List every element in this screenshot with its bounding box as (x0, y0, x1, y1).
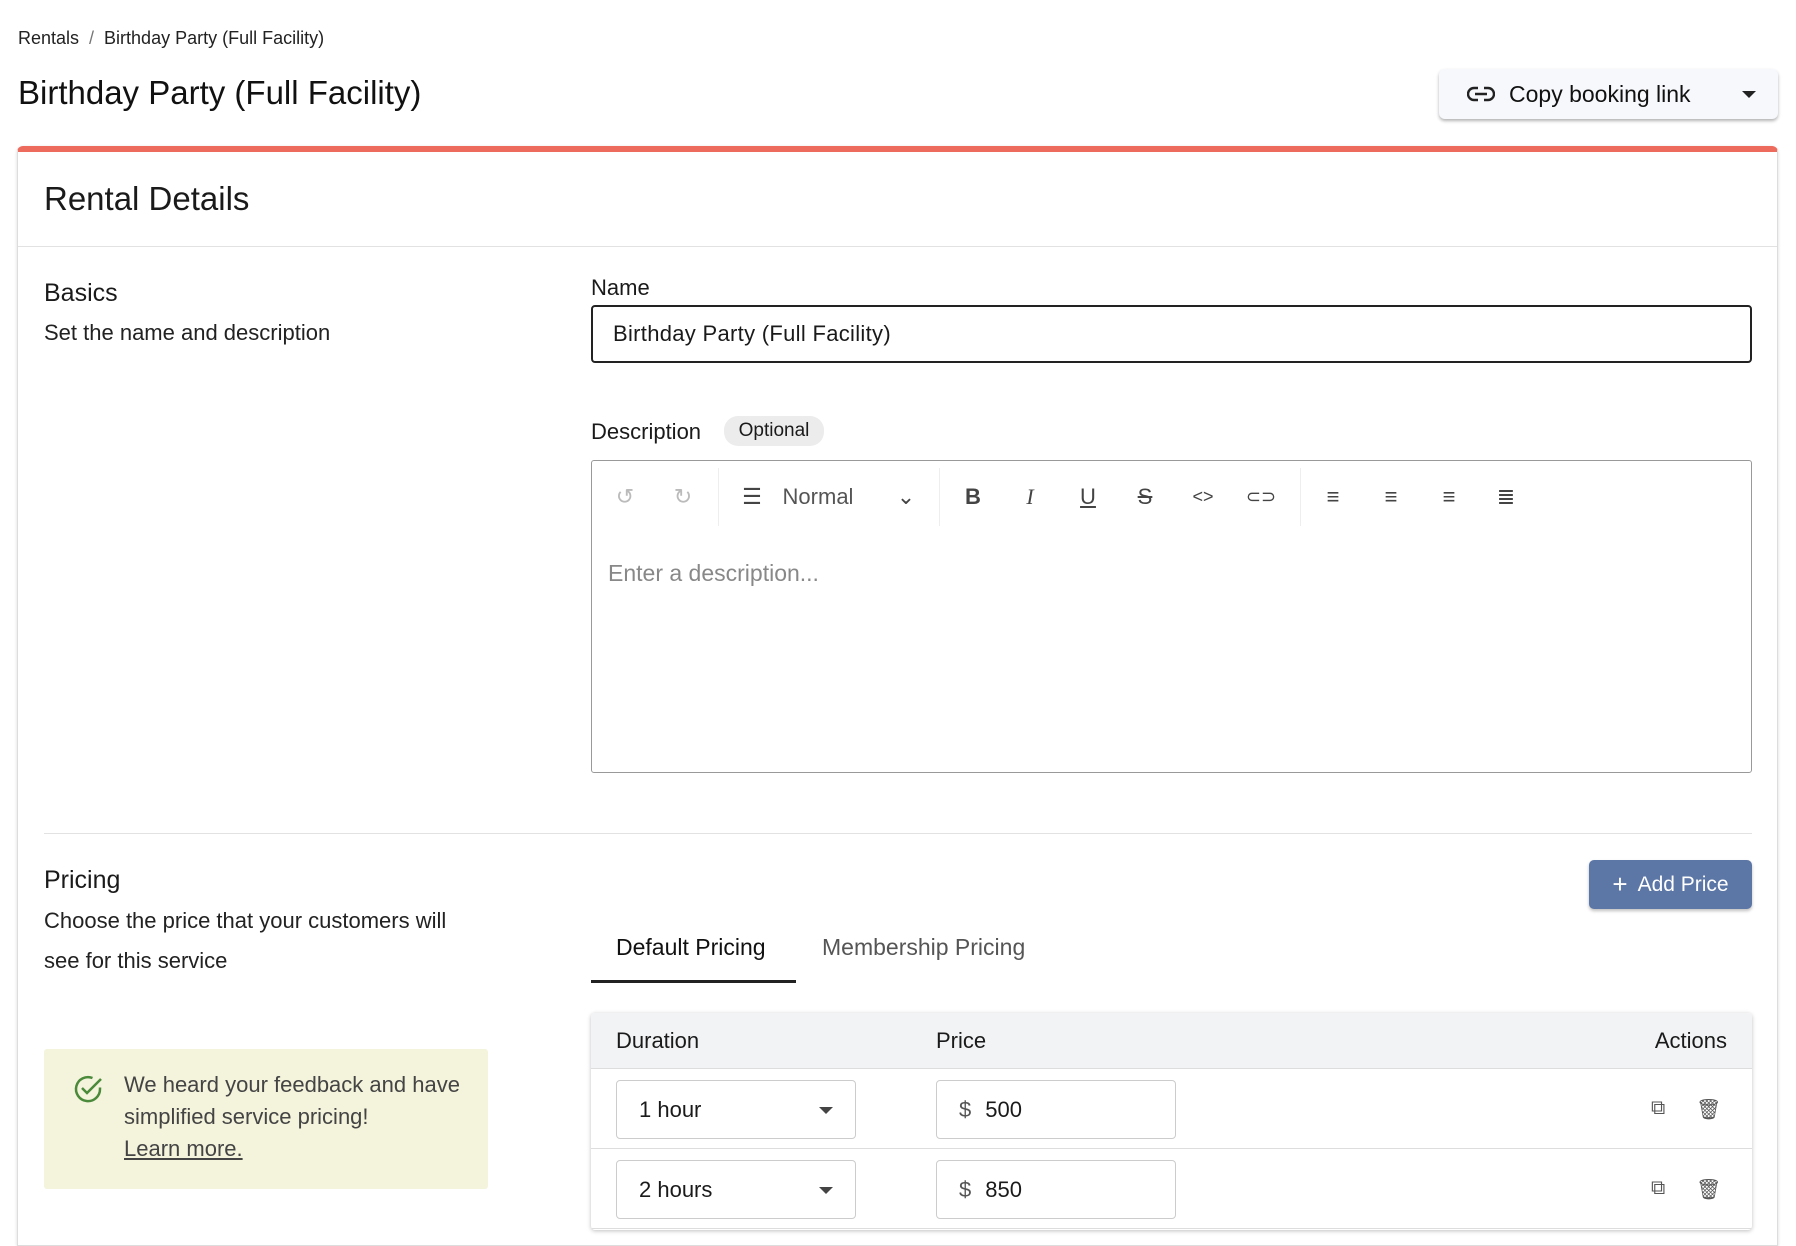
duration-value: 1 hour (639, 1096, 702, 1122)
card-title: Rental Details (44, 180, 250, 217)
price-input[interactable]: $500 (936, 1080, 1176, 1139)
name-label: Name (591, 275, 650, 300)
trash-icon[interactable]: 🗑 (1696, 1099, 1722, 1121)
align-justify-icon[interactable]: ≣ (1496, 484, 1516, 509)
redo-icon[interactable]: ↻ (673, 484, 693, 509)
breadcrumb-current: Birthday Party (Full Facility) (104, 28, 325, 48)
currency-symbol: $ (959, 1096, 972, 1122)
underline-icon[interactable]: U (1080, 484, 1096, 509)
divider (939, 468, 940, 526)
tab-default-pricing[interactable]: Default Pricing (616, 934, 766, 960)
divider (1300, 468, 1301, 526)
price-value: 500 (985, 1096, 1022, 1122)
pricing-subtitle: Choose the price that your customers wil… (44, 908, 447, 973)
plus-icon: + (1612, 869, 1628, 899)
breadcrumb: Rentals / Birthday Party (Full Facility) (18, 28, 325, 48)
duration-select[interactable]: 2 hours (616, 1160, 856, 1219)
table-row: 1 hour $500 ⧉ 🗑 (591, 1069, 1752, 1149)
active-tab-indicator (591, 980, 796, 983)
chevron-down-icon[interactable] (1742, 90, 1756, 98)
divider (18, 246, 1777, 247)
currency-symbol: $ (959, 1176, 972, 1202)
feedback-notice: We heard your feedback and have simplifi… (44, 1049, 488, 1189)
add-price-label: Add Price (1637, 872, 1729, 896)
table-header: Duration Price Actions (591, 1013, 1752, 1069)
duplicate-icon[interactable]: ⧉ (1651, 1177, 1666, 1199)
name-input[interactable]: Birthday Party (Full Facility) (591, 305, 1752, 363)
col-price: Price (936, 1028, 987, 1053)
duration-value: 2 hours (639, 1176, 713, 1202)
bold-icon[interactable]: B (965, 484, 981, 509)
learn-more-link[interactable]: Learn more. (124, 1136, 243, 1161)
description-editor[interactable] (591, 460, 1752, 773)
chevron-down-icon[interactable]: ⌄ (896, 484, 916, 509)
link-icon[interactable]: ⊂⊃ (1245, 486, 1277, 507)
divider (718, 468, 719, 526)
divider (44, 833, 1752, 834)
align-left-icon[interactable]: ≡ (1326, 484, 1340, 509)
strikethrough-icon[interactable]: S (1137, 484, 1153, 509)
paragraph-icon: ☰ (742, 484, 762, 509)
check-circle-icon (74, 1075, 102, 1103)
feedback-text: We heard your feedback and have simplifi… (124, 1072, 460, 1129)
pricing-table: Duration Price Actions 1 hour $500 ⧉ 🗑 2… (591, 1013, 1752, 1230)
link-icon (1467, 86, 1495, 102)
italic-icon[interactable]: I (1026, 484, 1034, 509)
price-input[interactable]: $850 (936, 1160, 1176, 1219)
duplicate-icon[interactable]: ⧉ (1651, 1097, 1666, 1119)
align-right-icon[interactable]: ≡ (1442, 484, 1456, 509)
chevron-down-icon (819, 1107, 833, 1114)
table-row: 2 hours $850 ⧉ 🗑 (591, 1149, 1752, 1229)
trash-icon[interactable]: 🗑 (1696, 1179, 1722, 1201)
description-label: Description (591, 419, 702, 444)
basics-title: Basics (44, 279, 118, 307)
basics-subtitle: Set the name and description (44, 320, 331, 345)
duration-select[interactable]: 1 hour (616, 1080, 856, 1139)
description-placeholder: Enter a description... (608, 560, 819, 586)
copy-booking-link-button[interactable]: Copy booking link (1439, 69, 1778, 119)
chevron-down-icon (819, 1187, 833, 1194)
col-duration: Duration (616, 1028, 700, 1053)
optional-badge: Optional (724, 416, 824, 446)
align-center-icon[interactable]: ≡ (1384, 484, 1398, 509)
breadcrumb-rentals[interactable]: Rentals (18, 28, 80, 48)
add-price-button[interactable]: + Add Price (1589, 860, 1752, 909)
block-format-select[interactable]: Normal (782, 484, 854, 509)
tab-membership-pricing[interactable]: Membership Pricing (822, 934, 1026, 960)
copy-booking-link-label: Copy booking link (1509, 80, 1691, 107)
page-title: Birthday Party (Full Facility) (18, 74, 422, 111)
code-icon[interactable]: <> (1192, 486, 1214, 507)
col-actions: Actions (1654, 1028, 1727, 1053)
price-value: 850 (985, 1176, 1022, 1202)
undo-icon[interactable]: ↺ (615, 484, 635, 509)
pricing-title: Pricing (44, 866, 121, 894)
